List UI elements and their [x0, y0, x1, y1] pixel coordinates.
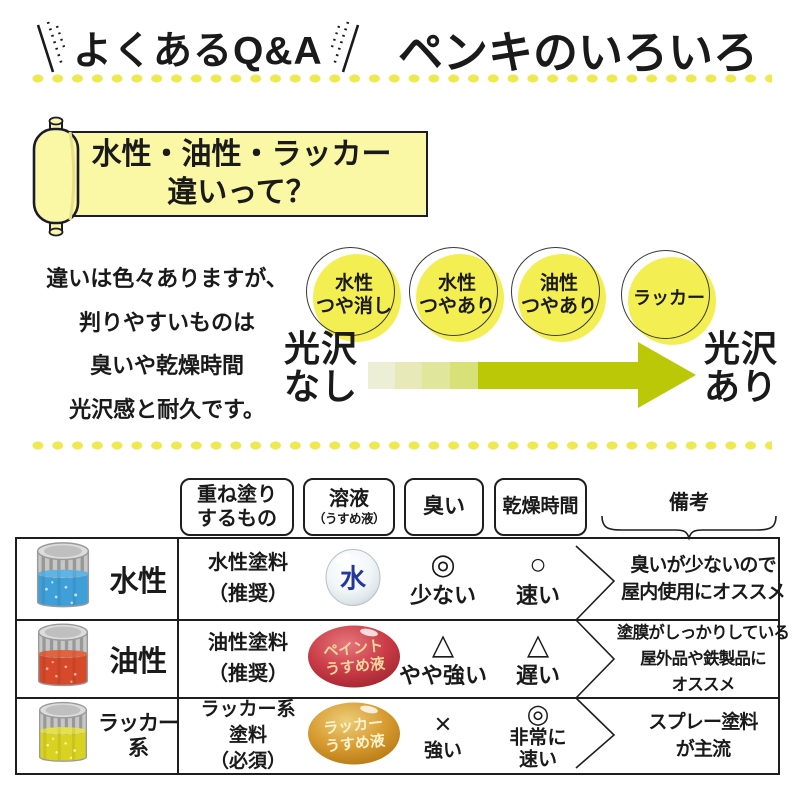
paint-thinner-blob-icon: ペイント うすめ液: [305, 624, 401, 695]
svg-text:水: 水: [340, 564, 367, 594]
col-header-solvent: 溶液 （うすめ液）: [303, 478, 395, 536]
remarks-cell: 塗膜がしっかりしている 屋外品や鉄製品に オススメ: [616, 624, 790, 694]
intro-text: 違いは色々ありますが、 判りやすいものは 臭いや乾燥時間 光沢感と耐久です。: [46, 266, 288, 422]
slash-marks-left-icon: [36, 21, 67, 73]
gloss-circle-lacquer: ラッカー: [621, 250, 717, 346]
gloss-none-label: 光沢 なし: [284, 328, 359, 407]
smell-cell: △ やや強い: [393, 630, 493, 688]
qa-label: よくあるQ&A: [73, 30, 323, 73]
slash-marks-right-icon: [329, 21, 359, 73]
column-divider: [177, 539, 179, 773]
page-title: ペンキのいろいろ: [398, 27, 759, 78]
paint-type-name: 水性: [109, 566, 167, 598]
remarks-chevron-dividers: [575, 545, 616, 769]
svg-text:ペイント: ペイント: [322, 637, 383, 660]
water-drop-icon: 水: [305, 545, 401, 614]
rating-symbol: ×: [434, 708, 452, 740]
gloss-arrow: [368, 362, 640, 389]
row-divider: [17, 619, 778, 621]
rating-symbol: ◎: [430, 549, 456, 581]
smell-cell: × 強い: [393, 709, 493, 762]
gloss-circle-water-gloss: 水性 つやあり: [409, 247, 505, 343]
banner-line1: 水性・油性・ラッカー: [91, 138, 392, 171]
question-banner: 水性・油性・ラッカー 違いって？: [55, 131, 428, 217]
paint-type-name: 油性: [109, 646, 167, 678]
rating-symbol: ◎: [526, 698, 550, 728]
drytime-cell: ○ 速い: [487, 550, 589, 608]
lacquer-thinner-blob-icon: ラッカー うすめ液: [305, 700, 401, 771]
paint-can-yellow-icon: [31, 698, 95, 773]
gloss-arrow-head-icon: [638, 342, 696, 408]
table-row-lacquer: ラッカー系 ラッカー系 塗料 （必須） ラッカー うすめ液: [17, 699, 778, 772]
col-header-smell: 臭い: [404, 478, 484, 536]
remarks-cell: スプレー塗料 が主流: [648, 711, 758, 760]
yellow-dotted-divider: [28, 74, 772, 83]
col-header-remarks: 備考: [669, 492, 709, 514]
drytime-cell: ◎ 非常に 速い: [487, 700, 589, 771]
table-row-oil: 油性 油性塗料 （推奨） ペイント うすめ液: [17, 620, 790, 698]
table-row-water: 水性 水性塗料 （推奨） 水 ◎ 少ない: [17, 539, 786, 620]
paint-comparison-table: 水性 水性塗料 （推奨） 水 ◎ 少ない: [15, 537, 790, 775]
paint-type-name: ラッカー系: [98, 711, 179, 760]
col-header-recoat: 重ね塗り するもの: [180, 478, 294, 536]
smell-cell: ◎ 少ない: [393, 550, 493, 608]
row-divider: [17, 697, 778, 699]
col-header-drytime: 乾燥時間: [494, 478, 587, 536]
gloss-circle-water-matte: 水性 つや消し: [306, 247, 402, 343]
recoat-cell: ラッカー系 塗料 （必須）: [200, 698, 296, 772]
banner-line2: 違いって？: [167, 176, 316, 209]
rating-symbol: △: [431, 629, 455, 661]
drytime-cell: △ 遅い: [487, 630, 589, 688]
paint-can-red-icon: [31, 620, 95, 698]
yellow-dotted-divider: [28, 441, 772, 450]
recoat-cell: 水性塗料 （推奨）: [208, 552, 288, 605]
gloss-circle-oil-gloss: 油性 つやあり: [511, 247, 607, 343]
paint-can-blue-icon: [31, 539, 95, 620]
scroll-roll-icon: [32, 116, 80, 237]
remarks-cell: 臭いが少ないので 屋内使用にオススメ: [621, 555, 786, 603]
qa-heading: よくあるQ&A: [33, 20, 363, 76]
svg-text:ラッカー: ラッカー: [322, 714, 383, 737]
gloss-full-label: 光沢 あり: [704, 328, 779, 407]
recoat-cell: 油性塗料 （推奨）: [208, 632, 288, 685]
rating-symbol: ○: [529, 549, 547, 581]
rating-symbol: △: [526, 629, 550, 661]
